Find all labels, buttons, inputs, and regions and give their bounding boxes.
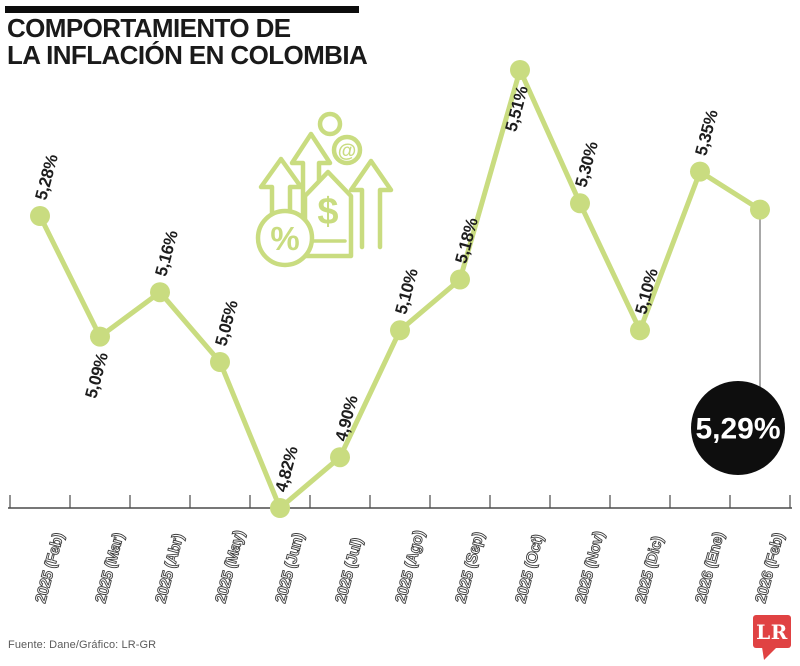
lr-logo-box — [753, 615, 791, 648]
dollar-sign-icon: $ — [317, 191, 338, 233]
price-tag-icon — [302, 169, 354, 259]
data-point — [570, 193, 590, 214]
data-point-label: 5,35% — [692, 108, 722, 158]
highlight-badge-label: 5,29% — [695, 413, 780, 446]
data-point-label: 5,16% — [152, 228, 182, 278]
data-point-label: 5,05% — [212, 298, 242, 348]
data-point-label: 5,18% — [452, 216, 482, 266]
up-arrow-center-icon — [289, 131, 333, 221]
axis-label: 2025 (Nov) — [572, 529, 608, 605]
axis-label: 2025 (Feb) — [32, 531, 67, 605]
title-rule — [5, 6, 359, 13]
at-circle-icon — [331, 134, 363, 166]
data-point — [510, 60, 530, 80]
data-point — [690, 161, 710, 182]
axis-label: 2026 (Ene) — [692, 530, 727, 605]
data-point — [270, 498, 290, 518]
axis-label: 2025 (Dic) — [632, 534, 666, 605]
data-point-label: 5,28% — [32, 152, 62, 202]
axis-label: 2025 (Ago) — [392, 529, 428, 605]
data-point-label: 5,09% — [82, 350, 112, 400]
axis-label: 2025 (Mar) — [92, 531, 127, 605]
data-point-label: 5,10% — [392, 267, 422, 317]
at-sign-icon: @ — [338, 141, 357, 162]
data-point — [150, 282, 170, 303]
data-point — [450, 269, 470, 290]
data-point-label: 4,82% — [272, 444, 302, 494]
up-arrow-left-icon — [258, 156, 304, 246]
title-line-2: LA INFLACIÓN EN COLOMBIA — [7, 40, 368, 70]
title-line-1: COMPORTAMIENTO DE — [7, 13, 291, 43]
data-point — [750, 199, 770, 220]
money-growth-icon: $ % @ — [255, 111, 394, 268]
axis-label: 2025 (May) — [212, 529, 248, 605]
lr-logo-icon: LR — [753, 615, 791, 660]
data-point — [210, 352, 230, 372]
axis-label: 2026 (Feb) — [752, 531, 787, 605]
data-point-label: 5,30% — [572, 140, 602, 190]
data-point — [390, 320, 410, 341]
highlight-badge — [691, 381, 785, 475]
axis-label: 2025 (Jun) — [272, 531, 307, 605]
data-point — [30, 206, 50, 226]
axis-label: 2025 (Jul) — [332, 536, 366, 605]
up-arrow-right-icon — [348, 158, 394, 250]
axis-label: 2025 (Oct) — [512, 533, 547, 605]
axis-label: 2025 (Sep) — [452, 530, 487, 605]
percent-sign-icon: % — [270, 220, 299, 257]
percent-circle-icon — [255, 208, 315, 268]
small-circle-icon — [317, 111, 343, 137]
lr-logo-text: LR — [756, 620, 788, 644]
data-point — [630, 320, 650, 341]
data-point — [330, 447, 350, 468]
source-credit: Fuente: Dane/Gráfico: LR-GR — [8, 639, 157, 651]
lr-logo-tail — [762, 647, 777, 660]
page-title: COMPORTAMIENTO DE LA INFLACIÓN EN COLOMBI… — [7, 13, 368, 70]
axis-label: 2025 (Abr) — [152, 532, 187, 605]
data-point-label: 5,51% — [502, 84, 532, 134]
data-point — [90, 326, 110, 347]
